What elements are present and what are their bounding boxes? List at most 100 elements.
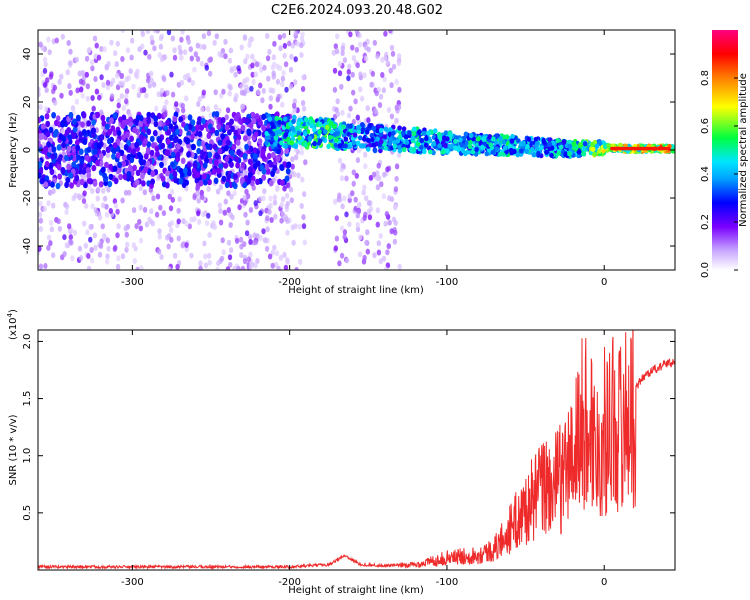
- heatmap-cell: [120, 197, 125, 204]
- heatmap-cell: [151, 142, 156, 149]
- heatmap-cell: [515, 152, 521, 158]
- heatmap-cell: [231, 181, 237, 188]
- heatmap-cell: [350, 190, 355, 197]
- heatmap-cell: [143, 153, 149, 160]
- heatmap-cell: [38, 200, 43, 207]
- heatmap-cell: [203, 262, 209, 269]
- heatmap-cell: [385, 249, 390, 256]
- heatmap-cell: [123, 225, 128, 232]
- heatmap-cell: [397, 53, 402, 60]
- heatmap-cell: [38, 116, 42, 124]
- heatmap-cell: [132, 126, 138, 134]
- heatmap-cell: [392, 143, 398, 149]
- heatmap-cell: [221, 88, 226, 95]
- heatmap-cell: [267, 48, 272, 55]
- heatmap-cell: [213, 104, 219, 111]
- heatmap-cell: [262, 188, 267, 195]
- heatmap-cell: [386, 243, 391, 250]
- heatmap-cell: [154, 145, 160, 152]
- heatmap-cell: [260, 97, 265, 104]
- heatmap-cell: [121, 105, 127, 112]
- heatmap-cell: [210, 127, 216, 134]
- heatmap-cell: [172, 115, 178, 123]
- heatmap-cell: [57, 225, 63, 232]
- heatmap-cell: [468, 133, 474, 139]
- heatmap-cell: [218, 219, 224, 226]
- heatmap-cell: [251, 79, 256, 85]
- heatmap-cell: [581, 151, 587, 157]
- heatmap-cell: [168, 173, 174, 180]
- heatmap-cell: [382, 171, 387, 178]
- heatmap-cell: [443, 130, 449, 136]
- heatmap-cell: [206, 30, 212, 37]
- heatmap-cell: [270, 249, 275, 256]
- heatmap-cell: [292, 98, 297, 105]
- heatmap-cell: [93, 148, 98, 155]
- heatmap-cell: [206, 132, 212, 139]
- heatmap-cell: [229, 149, 235, 157]
- heatmap-cell: [187, 170, 192, 177]
- heatmap-cell: [164, 99, 169, 106]
- heatmap-cell: [510, 133, 515, 140]
- heatmap-cell: [312, 141, 317, 147]
- heatmap-cell: [157, 52, 162, 58]
- heatmap-cell: [195, 42, 200, 49]
- heatmap-cell: [115, 72, 120, 79]
- heatmap-cell: [57, 78, 62, 85]
- heatmap-cell: [290, 125, 295, 131]
- heatmap-cell: [384, 211, 390, 217]
- heatmap-cell: [224, 124, 230, 131]
- heatmap-cell: [138, 120, 144, 128]
- heatmap-cell: [458, 137, 463, 143]
- heatmap-cell: [138, 225, 143, 232]
- heatmap-cell: [42, 67, 48, 74]
- heatmap-cell: [52, 131, 58, 138]
- heatmap-cell: [340, 203, 345, 210]
- heatmap-cell: [282, 185, 287, 192]
- heatmap-cell: [248, 122, 254, 129]
- heatmap-cell: [268, 202, 273, 209]
- y-tick-label: -20: [22, 190, 33, 206]
- heatmap-cell: [149, 208, 154, 215]
- heatmap-cell: [323, 117, 329, 123]
- heatmap-cell: [339, 252, 345, 259]
- heatmap-cell: [98, 214, 103, 221]
- heatmap-cell: [343, 143, 348, 149]
- heatmap-cell: [101, 120, 107, 127]
- x-tick-label: -100: [436, 277, 459, 288]
- heatmap-cell: [277, 34, 283, 41]
- heatmap-cell: [71, 145, 77, 153]
- heatmap-cell: [198, 260, 203, 267]
- heatmap-cell: [270, 87, 276, 94]
- heatmap-cell: [78, 255, 84, 261]
- heatmap-cell: [144, 221, 150, 228]
- heatmap-cell: [265, 33, 270, 39]
- heatmap-cell: [295, 40, 300, 47]
- heatmap-cell: [94, 88, 100, 95]
- heatmap-cell: [134, 223, 139, 230]
- heatmap-cell: [145, 160, 151, 168]
- heatmap-cell: [169, 227, 174, 234]
- heatmap-cell: [48, 73, 54, 80]
- heatmap-cell: [389, 113, 395, 120]
- heatmap-cell: [252, 153, 258, 160]
- heatmap-cell: [363, 163, 368, 170]
- heatmap-cell: [155, 150, 160, 158]
- heatmap-cell: [182, 49, 188, 56]
- heatmap-cell: [66, 127, 72, 134]
- heatmap-cell: [81, 129, 87, 136]
- heatmap-cell: [252, 163, 258, 170]
- heatmap-cell: [335, 111, 341, 117]
- heatmap-cell: [236, 149, 242, 156]
- heatmap-cell: [72, 118, 77, 125]
- heatmap-cell: [371, 142, 377, 148]
- heatmap-cell: [362, 136, 367, 142]
- heatmap-cell: [44, 160, 50, 168]
- heatmap-cell: [536, 150, 541, 157]
- heatmap-cell: [403, 134, 409, 140]
- heatmap-cell: [95, 111, 101, 119]
- heatmap-cell: [132, 164, 138, 172]
- heatmap-cell: [40, 132, 45, 140]
- heatmap-cell: [288, 186, 294, 193]
